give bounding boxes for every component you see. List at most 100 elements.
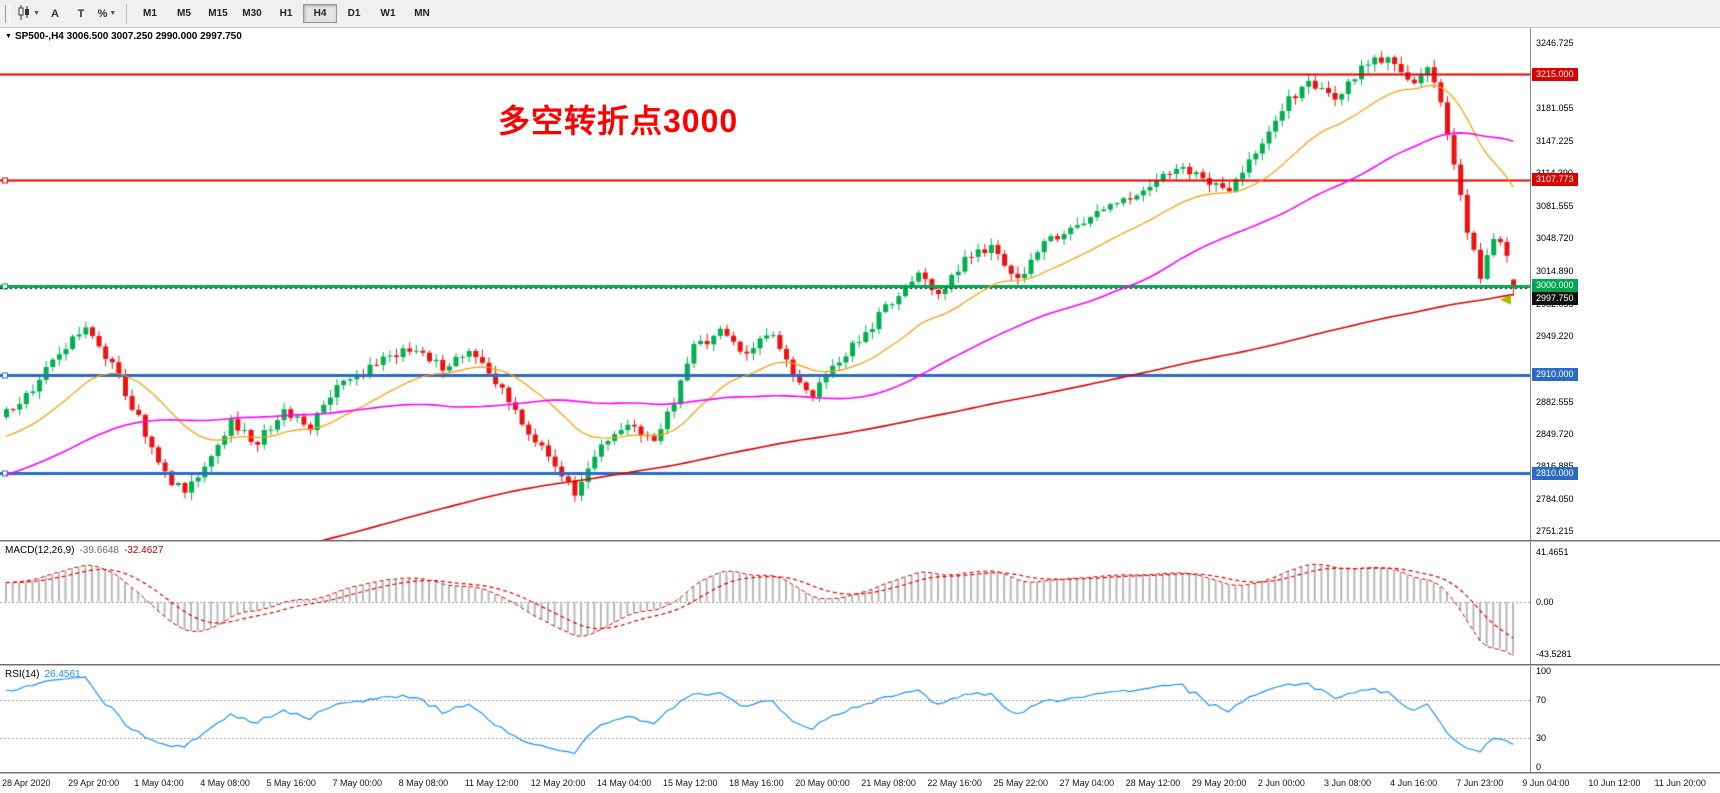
toolbar-grip[interactable]	[5, 4, 10, 23]
time-label: 3 Jun 08:00	[1324, 778, 1372, 788]
time-label: 7 Jun 23:00	[1456, 778, 1504, 788]
rsi-name: RSI(14)	[5, 669, 40, 680]
time-label: 11 Jun 20:00	[1654, 778, 1706, 788]
price-grid-label: 3114.390	[1536, 168, 1573, 178]
price-tag: 2810.000	[1532, 466, 1578, 480]
timeframe-button-m15[interactable]: M15	[208, 8, 228, 19]
price-tag: 3215.000	[1532, 67, 1578, 81]
timeframe-buttons: M1 M5 M15 M30 H1 H4 D1 W1 MN	[133, 4, 439, 23]
time-label: 28 Apr 2020	[2, 778, 51, 788]
indicators-button[interactable]: % ▼	[95, 2, 119, 26]
time-label: 9 Jun 04:00	[1522, 778, 1570, 788]
percent-icon: %	[97, 7, 108, 20]
timeframe-button-w1[interactable]: W1	[380, 8, 396, 19]
macd-canvas[interactable]	[0, 542, 1530, 664]
time-label: 5 May 16:00	[266, 778, 316, 788]
letter-a-icon: A	[51, 7, 59, 20]
candlestick-chart-icon	[18, 4, 31, 23]
price-axis[interactable]: 3246.725 3181.055 3147.225 3114.390 3081.555…	[1530, 28, 1720, 540]
chevron-down-icon: ▼	[109, 10, 117, 17]
time-label: 20 May 00:00	[795, 778, 850, 788]
time-axis[interactable]: 28 Apr 2020 29 Apr 20:00 1 May 04:00 4 May …	[0, 774, 1720, 793]
timeframe-button-d1[interactable]: D1	[347, 8, 361, 19]
macd-name: MACD(12,26,9)	[5, 545, 75, 556]
price-grid-label: 3048.720	[1536, 232, 1574, 243]
time-label: 11 May 12:00	[464, 778, 519, 788]
macd-axis-label: 0.00	[1536, 596, 1554, 607]
chart-header-text: SP500-,H4 3006.500 3007.250 2990.000 299…	[14, 31, 242, 42]
time-label: 12 May 20:00	[530, 778, 586, 788]
price-tag: 2997.750	[1532, 292, 1578, 306]
timeframe-button-h1[interactable]: H1	[279, 8, 293, 19]
price-grid-label: 3246.725	[1536, 38, 1574, 49]
time-label: 29 Apr 20:00	[68, 778, 120, 788]
time-label: 8 May 08:00	[398, 778, 449, 788]
macd-axis-label: 41.4651	[1536, 547, 1569, 557]
time-label: 28 May 12:00	[1125, 778, 1181, 788]
price-grid-label: 2849.720	[1536, 428, 1574, 439]
rsi-label: RSI(14) 26.4561	[5, 669, 86, 680]
time-label: 1 May 04:00	[134, 778, 184, 788]
time-label: 29 May 20:00	[1191, 778, 1247, 788]
macd-signal-value: -32.4627	[123, 545, 164, 556]
letter-t-icon: T	[77, 7, 85, 20]
rsi-panel: 100 70 30 0 RSI(14) 26.4561	[0, 666, 1720, 772]
macd-axis-label: -43.5281	[1536, 649, 1572, 659]
rsi-axis-label: 0	[1536, 762, 1542, 772]
toolbar: ▼ A T % ▼ M1 M5 M15 M30 H1 H4 D1 W1 MN	[0, 0, 1720, 28]
chevron-down-icon: ▼	[33, 10, 40, 17]
panel-splitter[interactable]	[0, 540, 1720, 542]
timeframe-button-h4[interactable]: H4	[303, 4, 337, 23]
symbol-marker-icon: ▼	[5, 33, 12, 40]
time-label: 14 May 04:00	[596, 778, 652, 788]
chart-header: ▼ SP500-,H4 3006.500 3007.250 2990.000 29…	[5, 31, 242, 42]
macd-axis[interactable]: 41.4651 0.00 -43.5281	[1530, 542, 1720, 664]
chart-window: 3246.725 3181.055 3147.225 3114.390 3081.555…	[0, 28, 1720, 793]
panel-splitter[interactable]	[0, 664, 1720, 666]
time-label: 22 May 16:00	[927, 778, 982, 788]
timeframe-button-m1[interactable]: M1	[143, 8, 157, 19]
price-tag: 3000.000	[1532, 279, 1578, 293]
time-label: 10 Jun 12:00	[1588, 778, 1641, 788]
macd-panel: 41.4651 0.00 -43.5281 MACD(12,26,9) -39.664…	[0, 542, 1720, 664]
price-grid-label: 3081.555	[1536, 200, 1574, 211]
price-grid-label: 3014.890	[1536, 266, 1574, 277]
macd-label: MACD(12,26,9) -39.6648 -32.4627	[5, 545, 168, 556]
toolbar-separator	[126, 3, 127, 24]
time-label: 7 May 00:00	[332, 778, 383, 788]
timeframe-button-m5[interactable]: M5	[177, 8, 191, 19]
price-grid-label: 2949.220	[1536, 330, 1574, 341]
price-tag: 3107.773	[1532, 173, 1578, 187]
rsi-canvas[interactable]	[0, 666, 1530, 772]
time-label: 4 Jun 16:00	[1390, 778, 1438, 788]
rsi-axis-label: 30	[1536, 733, 1547, 744]
price-grid-label: 3147.225	[1536, 136, 1574, 146]
price-grid-label: 2784.050	[1536, 493, 1574, 504]
price-grid-label: 3181.055	[1536, 102, 1574, 113]
price-tag: 2910.000	[1532, 368, 1578, 382]
time-label: 18 May 16:00	[729, 778, 784, 788]
timeframe-button-m30[interactable]: M30	[242, 8, 262, 19]
time-label: 4 May 08:00	[200, 778, 250, 788]
price-panel: 3246.725 3181.055 3147.225 3114.390 3081.555…	[0, 28, 1720, 540]
rsi-value: 26.4561	[44, 669, 81, 680]
price-grid-label: 2816.885	[1536, 461, 1574, 471]
price-grid-label: 2751.215	[1536, 525, 1574, 536]
rsi-axis-label: 100	[1536, 666, 1552, 676]
panel-splitter[interactable]	[0, 772, 1720, 774]
time-label: 21 May 08:00	[861, 778, 916, 788]
macd-main-value: -39.6648	[79, 545, 119, 556]
chart-type-button[interactable]: ▼	[17, 2, 41, 26]
price-grid-label: 2882.555	[1536, 396, 1574, 407]
price-chart-canvas[interactable]	[0, 28, 1530, 540]
time-label: 15 May 12:00	[663, 778, 718, 788]
auto-scroll-button[interactable]: A	[43, 2, 67, 26]
time-label: 2 Jun 00:00	[1257, 778, 1305, 788]
time-label: 25 May 22:00	[993, 778, 1049, 788]
time-label: 27 May 04:00	[1059, 778, 1115, 788]
templates-button[interactable]: T	[69, 2, 93, 26]
rsi-axis-label: 70	[1536, 694, 1547, 705]
timeframe-button-mn[interactable]: MN	[414, 8, 430, 19]
rsi-axis[interactable]: 100 70 30 0	[1530, 666, 1720, 772]
